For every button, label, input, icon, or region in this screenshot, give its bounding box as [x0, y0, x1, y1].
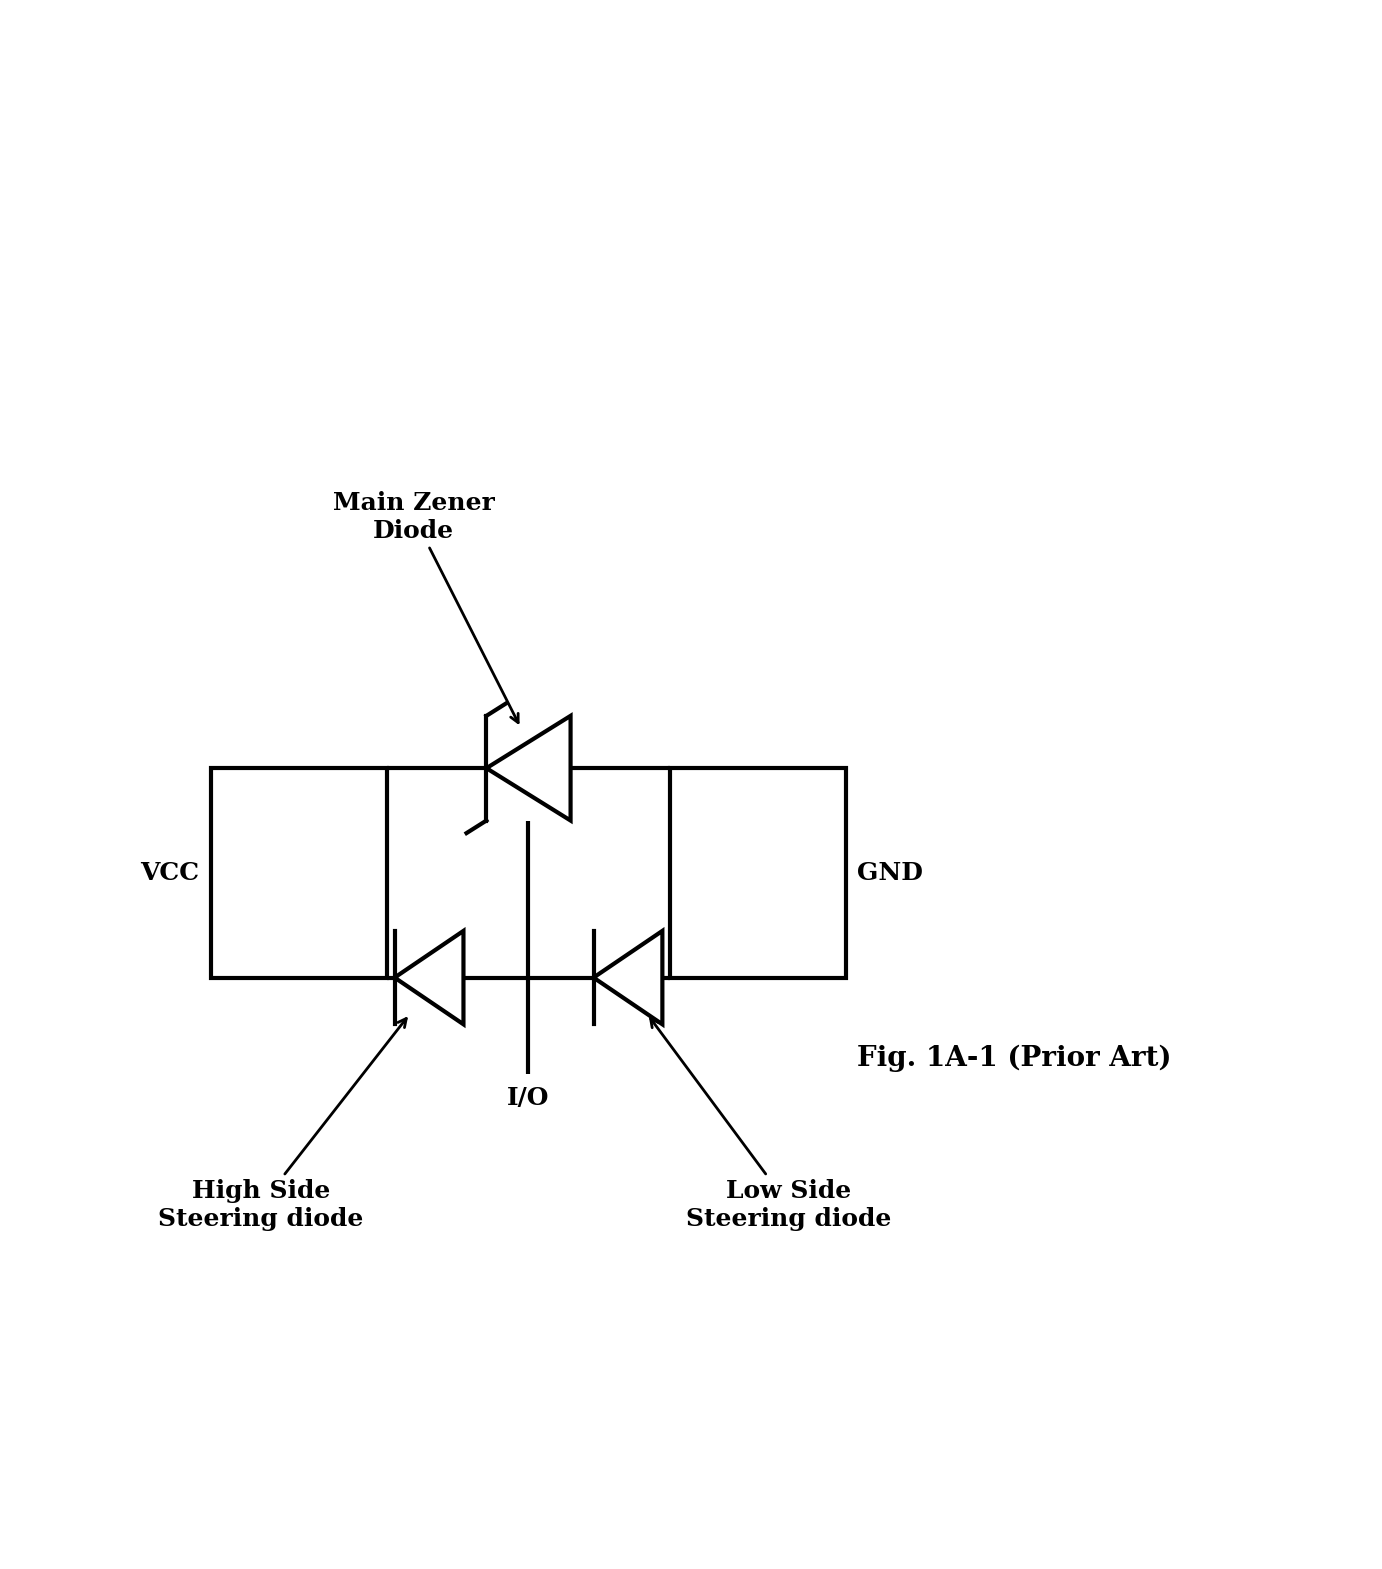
Text: Main Zener
Diode: Main Zener Diode: [333, 491, 518, 723]
Bar: [670, 769, 846, 977]
Text: GND: GND: [857, 861, 923, 885]
Text: Low Side
Steering diode: Low Side Steering diode: [651, 1018, 891, 1230]
Text: I/O: I/O: [507, 1086, 550, 1111]
Text: VCC: VCC: [141, 861, 199, 885]
Text: High Side
Steering diode: High Side Steering diode: [158, 1018, 406, 1230]
Text: Fig. 1A-1 (Prior Art): Fig. 1A-1 (Prior Art): [857, 1045, 1172, 1072]
Bar: [211, 769, 387, 977]
